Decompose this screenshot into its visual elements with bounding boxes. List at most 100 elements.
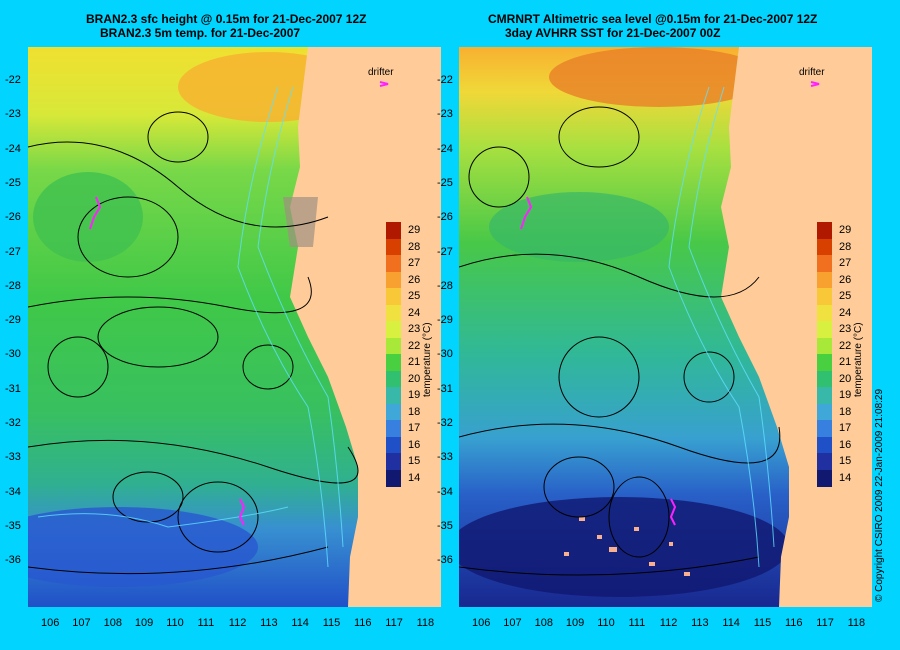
right-lon-tick: 112 [659, 617, 678, 629]
left-lon-tick: 110 [166, 617, 184, 629]
right-colorbar-swatch-16 [817, 436, 832, 454]
left-colorbar: 29 28 27 26 25 24 23 22 21 20 19 18 17 16 15 14 temperat… [386, 222, 436, 492]
left-map-panel: drifter [28, 47, 441, 607]
left-colorbar-swatch-19 [386, 387, 401, 404]
right-colorbar-label: 20 [839, 372, 852, 385]
right-colorbar-swatch-21 [817, 354, 832, 371]
left-lat-tick: -34 [5, 485, 21, 498]
left-colorbar-label: 17 [408, 422, 421, 434]
left-lon-tick: 112 [228, 617, 247, 629]
left-colorbar-label: 27 [408, 257, 421, 269]
left-colorbar-label: 22 [408, 339, 421, 352]
left-map-svg [28, 47, 441, 607]
right-colorbar-swatch-23 [817, 321, 832, 338]
left-colorbar-swatch-25 [386, 288, 401, 305]
copyright-text: © Copyright CSIRO 2009 22-Jan-2009 21:08… [874, 388, 885, 602]
right-lat-tick: -26 [437, 211, 453, 224]
right-lat-tick: -33 [437, 451, 453, 464]
left-colorbar-label: 28 [408, 240, 421, 253]
warm-speckles [564, 517, 690, 576]
right-colorbar-title: temperature (°C) [853, 322, 864, 397]
left-lat-tick: -30 [5, 348, 21, 361]
right-lat-tick: -35 [437, 519, 453, 532]
left-lat-tick: -33 [5, 451, 21, 464]
left-title-line1: BRAN2.3 sfc height @ 0.15m for 21-Dec-20… [86, 12, 367, 26]
right-colorbar-label: 18 [839, 405, 852, 418]
right-lat-tick: -31 [437, 382, 453, 395]
left-lon-tick: 118 [416, 617, 435, 629]
right-colorbar-swatch-15 [817, 453, 832, 470]
left-lon-tick: 113 [260, 617, 278, 629]
right-colorbar: 29 28 27 26 25 24 23 22 21 20 19 18 17 16 15 14 temperat… [817, 222, 867, 492]
right-colorbar-label: 16 [839, 438, 852, 451]
left-colorbar-swatch-28 [386, 238, 401, 256]
left-lon-tick: 114 [291, 617, 309, 629]
right-colorbar-label: 29 [839, 224, 852, 236]
left-colorbar-title: temperature (°C) [422, 322, 433, 397]
sea-height-contours [28, 111, 359, 575]
bathymetry-lines [37, 86, 344, 568]
right-lon-tick: 107 [503, 617, 522, 629]
right-lon-tick: 111 [628, 617, 646, 629]
right-colorbar-swatch-27 [817, 255, 832, 272]
right-lon-tick: 106 [472, 617, 491, 629]
left-lon-tick: 115 [322, 617, 341, 629]
left-lat-tick: -36 [5, 554, 21, 567]
right-colorbar-swatch-20 [817, 370, 832, 388]
drifter-tracks [520, 81, 820, 526]
right-colorbar-swatch-25 [817, 288, 832, 305]
left-colorbar-label: 18 [408, 405, 421, 418]
left-lat-tick: -31 [5, 382, 21, 395]
right-colorbar-label: 17 [839, 422, 852, 434]
left-lat-tick: -27 [5, 245, 21, 258]
left-colorbar-swatch-23 [386, 321, 401, 338]
left-colorbar-swatch-18 [386, 403, 401, 421]
left-lon-tick: 106 [41, 617, 60, 629]
right-colorbar-label: 24 [839, 306, 852, 319]
left-lat-tick: -29 [5, 314, 21, 327]
left-colorbar-swatch-14 [386, 469, 401, 487]
right-lat-tick: -25 [437, 176, 453, 189]
right-lat-tick: -24 [437, 142, 453, 155]
left-colorbar-label: 24 [408, 306, 421, 319]
right-lat-tick: -23 [437, 108, 453, 121]
right-colorbar-label: 27 [839, 257, 852, 269]
left-lon-tick: 109 [134, 617, 154, 629]
right-lon-tick: 118 [847, 617, 866, 629]
right-lon-tick: 115 [753, 617, 772, 629]
sea-height-contours [459, 106, 781, 576]
left-lat-tick: -23 [5, 108, 21, 121]
left-lat-tick: -26 [5, 211, 21, 224]
left-colorbar-swatch-20 [386, 370, 401, 388]
right-colorbar-label: 14 [839, 471, 852, 484]
right-lon-tick: 116 [785, 617, 803, 629]
right-lon-tick: 108 [534, 617, 553, 629]
right-colorbar-label: 25 [839, 290, 852, 302]
right-lon-tick: 114 [722, 617, 740, 629]
right-colorbar-swatch-24 [817, 304, 832, 322]
left-lat-tick: -24 [5, 142, 21, 155]
left-colorbar-label: 16 [408, 438, 421, 451]
left-colorbar-label: 20 [408, 372, 421, 385]
right-lat-tick: -30 [437, 348, 453, 361]
left-colorbar-swatch-24 [386, 304, 401, 322]
right-lat-tick: -28 [437, 279, 453, 292]
left-colorbar-label: 19 [408, 389, 421, 401]
right-colorbar-label: 26 [839, 273, 852, 286]
right-lon-tick: 110 [597, 617, 615, 629]
right-title-line2: 3day AVHRR SST for 21-Dec-2007 00Z [505, 26, 721, 40]
left-colorbar-swatch-16 [386, 436, 401, 454]
left-lon-tick: 117 [385, 617, 403, 629]
left-colorbar-label: 29 [408, 224, 421, 236]
drifter-tracks [89, 81, 389, 526]
right-colorbar-label: 22 [839, 339, 852, 352]
right-lat-tick: -29 [437, 314, 453, 327]
right-colorbar-swatch-26 [817, 271, 832, 289]
left-lat-tick: -35 [5, 519, 21, 532]
left-colorbar-swatch-21 [386, 354, 401, 371]
right-lon-tick: 109 [565, 617, 585, 629]
right-lat-tick: -32 [437, 417, 453, 429]
right-title-line1: CMRNRT Altimetric sea level @0.15m for 2… [488, 12, 818, 26]
left-colorbar-swatch-22 [386, 337, 401, 355]
right-lon-tick: 117 [816, 617, 834, 629]
